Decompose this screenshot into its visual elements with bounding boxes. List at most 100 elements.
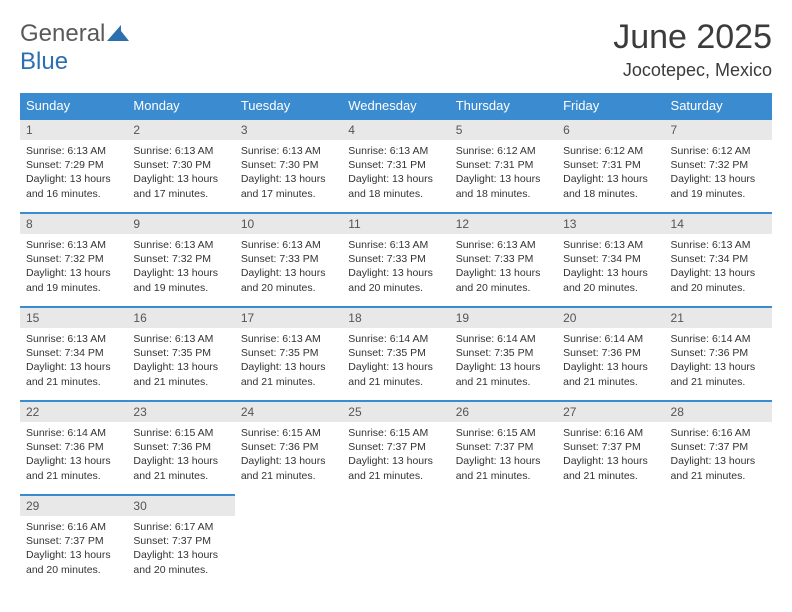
day-number: 6	[557, 120, 664, 140]
sunset-text: Sunset: 7:31 PM	[348, 159, 426, 171]
daylight-text-1: Daylight: 13 hours	[563, 267, 648, 279]
day-number: 1	[20, 120, 127, 140]
calendar-cell: 5Sunrise: 6:12 AMSunset: 7:31 PMDaylight…	[450, 119, 557, 213]
daylight-text-2: and 21 minutes.	[456, 470, 531, 482]
daylight-text-1: Daylight: 13 hours	[133, 361, 218, 373]
sunrise-text: Sunrise: 6:14 AM	[26, 427, 106, 439]
day-number: 11	[342, 214, 449, 234]
daylight-text-2: and 21 minutes.	[133, 376, 208, 388]
daylight-text-1: Daylight: 13 hours	[133, 549, 218, 561]
day-info: Sunrise: 6:13 AMSunset: 7:34 PMDaylight:…	[557, 234, 664, 299]
day-info: Sunrise: 6:13 AMSunset: 7:32 PMDaylight:…	[20, 234, 127, 299]
day-info: Sunrise: 6:14 AMSunset: 7:35 PMDaylight:…	[450, 328, 557, 393]
sunset-text: Sunset: 7:31 PM	[456, 159, 534, 171]
weekday-header: Monday	[127, 93, 234, 119]
sunset-text: Sunset: 7:31 PM	[563, 159, 641, 171]
sunset-text: Sunset: 7:37 PM	[456, 441, 534, 453]
daylight-text-2: and 21 minutes.	[348, 376, 423, 388]
sunrise-text: Sunrise: 6:13 AM	[671, 239, 751, 251]
calendar-cell: 1Sunrise: 6:13 AMSunset: 7:29 PMDaylight…	[20, 119, 127, 213]
day-info: Sunrise: 6:13 AMSunset: 7:33 PMDaylight:…	[235, 234, 342, 299]
day-info: Sunrise: 6:13 AMSunset: 7:31 PMDaylight:…	[342, 140, 449, 205]
calendar-cell: 30Sunrise: 6:17 AMSunset: 7:37 PMDayligh…	[127, 495, 234, 588]
calendar-cell: 2Sunrise: 6:13 AMSunset: 7:30 PMDaylight…	[127, 119, 234, 213]
calendar-cell-empty	[235, 495, 342, 588]
sunrise-text: Sunrise: 6:13 AM	[26, 239, 106, 251]
weekday-header-row: Sunday Monday Tuesday Wednesday Thursday…	[20, 93, 772, 119]
calendar-cell: 15Sunrise: 6:13 AMSunset: 7:34 PMDayligh…	[20, 307, 127, 401]
calendar-row: 15Sunrise: 6:13 AMSunset: 7:34 PMDayligh…	[20, 307, 772, 401]
sunset-text: Sunset: 7:32 PM	[26, 253, 104, 265]
calendar-cell: 4Sunrise: 6:13 AMSunset: 7:31 PMDaylight…	[342, 119, 449, 213]
sunrise-text: Sunrise: 6:13 AM	[133, 239, 213, 251]
daylight-text-2: and 18 minutes.	[563, 188, 638, 200]
day-info: Sunrise: 6:13 AMSunset: 7:33 PMDaylight:…	[450, 234, 557, 299]
sunrise-text: Sunrise: 6:13 AM	[26, 333, 106, 345]
daylight-text-2: and 17 minutes.	[241, 188, 316, 200]
calendar-cell: 9Sunrise: 6:13 AMSunset: 7:32 PMDaylight…	[127, 213, 234, 307]
day-info: Sunrise: 6:13 AMSunset: 7:34 PMDaylight:…	[665, 234, 772, 299]
day-info: Sunrise: 6:14 AMSunset: 7:36 PMDaylight:…	[557, 328, 664, 393]
sunrise-text: Sunrise: 6:13 AM	[563, 239, 643, 251]
daylight-text-2: and 20 minutes.	[241, 282, 316, 294]
day-info: Sunrise: 6:13 AMSunset: 7:32 PMDaylight:…	[127, 234, 234, 299]
day-number: 12	[450, 214, 557, 234]
day-number: 27	[557, 402, 664, 422]
logo: General Blue	[20, 20, 129, 76]
daylight-text-1: Daylight: 13 hours	[133, 455, 218, 467]
daylight-text-1: Daylight: 13 hours	[348, 267, 433, 279]
day-info: Sunrise: 6:15 AMSunset: 7:37 PMDaylight:…	[450, 422, 557, 487]
day-info: Sunrise: 6:13 AMSunset: 7:29 PMDaylight:…	[20, 140, 127, 205]
day-number: 13	[557, 214, 664, 234]
sunset-text: Sunset: 7:33 PM	[348, 253, 426, 265]
weekday-header: Tuesday	[235, 93, 342, 119]
daylight-text-1: Daylight: 13 hours	[241, 455, 326, 467]
calendar-cell: 7Sunrise: 6:12 AMSunset: 7:32 PMDaylight…	[665, 119, 772, 213]
sunrise-text: Sunrise: 6:15 AM	[348, 427, 428, 439]
daylight-text-2: and 20 minutes.	[348, 282, 423, 294]
day-number: 2	[127, 120, 234, 140]
weekday-header: Saturday	[665, 93, 772, 119]
calendar-cell: 14Sunrise: 6:13 AMSunset: 7:34 PMDayligh…	[665, 213, 772, 307]
daylight-text-1: Daylight: 13 hours	[456, 173, 541, 185]
sunrise-text: Sunrise: 6:16 AM	[671, 427, 751, 439]
calendar-cell: 22Sunrise: 6:14 AMSunset: 7:36 PMDayligh…	[20, 401, 127, 495]
sunset-text: Sunset: 7:37 PM	[348, 441, 426, 453]
daylight-text-2: and 20 minutes.	[456, 282, 531, 294]
logo-triangle-icon	[107, 25, 129, 41]
day-info: Sunrise: 6:15 AMSunset: 7:37 PMDaylight:…	[342, 422, 449, 487]
day-info: Sunrise: 6:16 AMSunset: 7:37 PMDaylight:…	[557, 422, 664, 487]
daylight-text-2: and 21 minutes.	[241, 470, 316, 482]
daylight-text-2: and 21 minutes.	[26, 470, 101, 482]
day-number: 25	[342, 402, 449, 422]
day-number: 29	[20, 496, 127, 516]
daylight-text-1: Daylight: 13 hours	[26, 549, 111, 561]
sunrise-text: Sunrise: 6:13 AM	[241, 239, 321, 251]
sunrise-text: Sunrise: 6:13 AM	[26, 145, 106, 157]
weekday-header: Wednesday	[342, 93, 449, 119]
day-info: Sunrise: 6:12 AM Sunset: 7:31 PM Daylight:…	[450, 140, 557, 205]
sunrise-text: Sunrise: 6:16 AM	[563, 427, 643, 439]
sunrise-text: Sunrise: 6:12 AM	[456, 145, 536, 157]
calendar-cell-empty	[557, 495, 664, 588]
day-number: 9	[127, 214, 234, 234]
day-number: 10	[235, 214, 342, 234]
sunset-text: Sunset: 7:36 PM	[241, 441, 319, 453]
daylight-text-1: Daylight: 13 hours	[133, 173, 218, 185]
day-info: Sunrise: 6:14 AMSunset: 7:36 PMDaylight:…	[665, 328, 772, 393]
calendar-cell: 23Sunrise: 6:15 AMSunset: 7:36 PMDayligh…	[127, 401, 234, 495]
daylight-text-1: Daylight: 13 hours	[241, 267, 326, 279]
day-number: 3	[235, 120, 342, 140]
daylight-text-2: and 21 minutes.	[456, 376, 531, 388]
day-number: 18	[342, 308, 449, 328]
daylight-text-1: Daylight: 13 hours	[671, 267, 756, 279]
daylight-text-1: Daylight: 13 hours	[26, 173, 111, 185]
calendar-cell-empty	[450, 495, 557, 588]
day-info: Sunrise: 6:13 AMSunset: 7:34 PMDaylight:…	[20, 328, 127, 393]
location: Jocotepec, Mexico	[613, 60, 772, 81]
sunrise-text: Sunrise: 6:14 AM	[671, 333, 751, 345]
daylight-text-2: and 21 minutes.	[671, 470, 746, 482]
weekday-header: Sunday	[20, 93, 127, 119]
sunrise-text: Sunrise: 6:14 AM	[348, 333, 428, 345]
daylight-text-2: and 20 minutes.	[563, 282, 638, 294]
